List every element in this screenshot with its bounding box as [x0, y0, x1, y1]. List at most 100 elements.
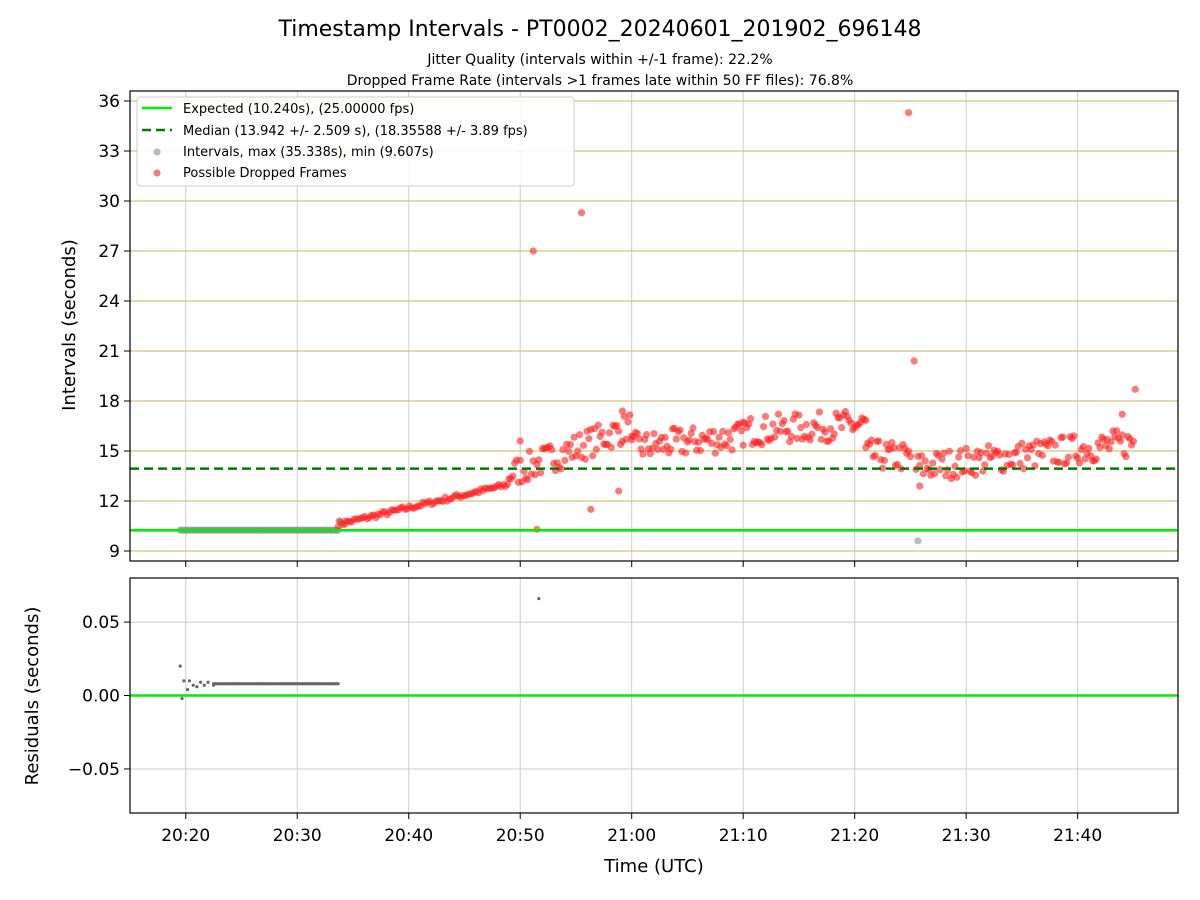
residual-point: [182, 679, 186, 683]
dropped-frame-point: [561, 456, 569, 465]
dropped-frame-point: [808, 430, 816, 438]
dropped-frame-point: [525, 447, 534, 455]
dropped-frame-point: [774, 410, 783, 418]
dropped-frame-point: [579, 441, 587, 449]
bottom-y-axis-label: Residuals (seconds): [22, 607, 43, 786]
top-y-tick-label: 15: [98, 442, 120, 462]
dropped-frame-point: [787, 432, 796, 441]
x-tick-label: 21:00: [607, 826, 656, 846]
residual-point: [180, 696, 184, 701]
legend-intervals-label: Intervals, max (35.338s), min (9.607s): [183, 145, 434, 160]
dropped-frame-point: [633, 429, 641, 438]
dropped-frame-point: [1113, 427, 1121, 435]
residual-point: [187, 679, 192, 683]
dropped-frame-point: [667, 445, 675, 453]
top-y-tick-label: 18: [98, 392, 120, 412]
dropped-frame-point: [795, 411, 803, 419]
dropped-frame-point: [1092, 455, 1100, 463]
dropped-frame-point: [566, 440, 574, 449]
dropped-frame-point: [509, 472, 517, 480]
dropped-frame-point: [940, 449, 948, 457]
dropped-frame-point: [524, 476, 532, 484]
dropped-frame-point: [715, 433, 723, 441]
dropped-frame-point: [1070, 432, 1078, 440]
dropped-frame-point: [728, 446, 736, 454]
dropped-frame-point: [890, 444, 898, 452]
dropped-frame-point: [826, 425, 835, 433]
top-y-tick-label: 12: [98, 492, 120, 512]
legend: Expected (10.240s), (25.00000 fps) Median…: [136, 96, 575, 187]
dropped-frame-point: [642, 431, 651, 439]
bottom-y-tick-label: 0.05: [82, 613, 120, 633]
dropped-frame-point: [1018, 439, 1026, 447]
dropped-frame-point: [806, 436, 814, 444]
dropped-frame-point: [654, 445, 662, 454]
dropped-frame-point: [594, 421, 602, 429]
dropped-frame-point: [711, 449, 719, 457]
dropped-frame-point: [955, 453, 963, 461]
dropped-frame-point: [622, 435, 630, 443]
legend-dropped-swatch: [153, 169, 161, 177]
dropped-frame-point: [904, 109, 913, 117]
x-tick-label: 20:20: [161, 826, 210, 846]
x-tick-label: 21:20: [830, 826, 879, 846]
top-y-tick-label: 27: [98, 242, 120, 262]
dropped-frame-point: [962, 444, 970, 453]
dropped-frame-point: [618, 407, 627, 415]
dropped-frame-point: [537, 469, 545, 477]
dropped-frame-point: [930, 469, 939, 478]
residual-point: [195, 685, 199, 689]
top-plot-frame: [129, 90, 1179, 562]
x-tick-label: 21:40: [1053, 826, 1102, 846]
residual-point: [191, 683, 195, 687]
dropped-frame-point: [1012, 448, 1020, 456]
dropped-frame-point: [503, 480, 512, 488]
dropped-frame-point: [1085, 444, 1093, 452]
dropped-frame-point: [1131, 385, 1139, 393]
dropped-frame-point: [981, 461, 989, 469]
dropped-frame-point: [559, 445, 567, 454]
residual-point: [186, 688, 190, 692]
dropped-frame-point: [615, 487, 623, 495]
dropped-frame-point: [613, 421, 621, 430]
dropped-frame-point: [1081, 455, 1089, 463]
residual-point: [537, 596, 541, 601]
dropped-frame-point: [1118, 410, 1126, 418]
dropped-frame-point: [585, 435, 593, 443]
dropped-frame-point: [938, 455, 946, 463]
dropped-frame-point: [709, 427, 718, 436]
dropped-frame-point: [936, 466, 944, 474]
dropped-frame-point: [592, 445, 600, 453]
dropped-frame-point: [771, 433, 779, 441]
dropped-frame-point: [605, 429, 614, 437]
dropped-frame-point: [696, 446, 705, 455]
dropped-frame-point: [531, 471, 539, 479]
dropped-frame-point: [802, 420, 810, 429]
dropped-frame-point: [971, 471, 980, 479]
dropped-frame-point: [984, 442, 993, 450]
dropped-frame-point: [1005, 450, 1013, 459]
dropped-frame-point: [760, 423, 768, 431]
dropped-frame-point: [916, 482, 924, 490]
dropped-frame-point: [681, 449, 690, 457]
dropped-frame-point: [784, 427, 792, 435]
dropped-frame-point: [516, 437, 524, 445]
dropped-frame-point: [815, 408, 823, 416]
dropped-frame-point: [589, 452, 597, 460]
dropped-frame-point: [904, 447, 913, 455]
dropped-frame-point: [516, 456, 524, 464]
dropped-frame-point: [862, 416, 870, 424]
dropped-frame-point: [942, 472, 950, 480]
residual-point: [199, 680, 203, 684]
chart-subtitle-jitter: Jitter Quality (intervals within +/-1 fr…: [426, 52, 772, 68]
x-axis-label: Time (UTC): [603, 856, 704, 877]
chart-title: Timestamp Intervals - PT0002_20240601_20…: [277, 17, 921, 42]
dropped-frame-point: [650, 430, 658, 438]
top-y-tick-label: 24: [98, 292, 120, 312]
dropped-frame-point: [747, 415, 755, 423]
residual-point: [206, 680, 210, 684]
dropped-frame-point: [1064, 453, 1072, 461]
dropped-frame-point: [564, 447, 573, 455]
dropped-frame-point: [607, 443, 615, 452]
